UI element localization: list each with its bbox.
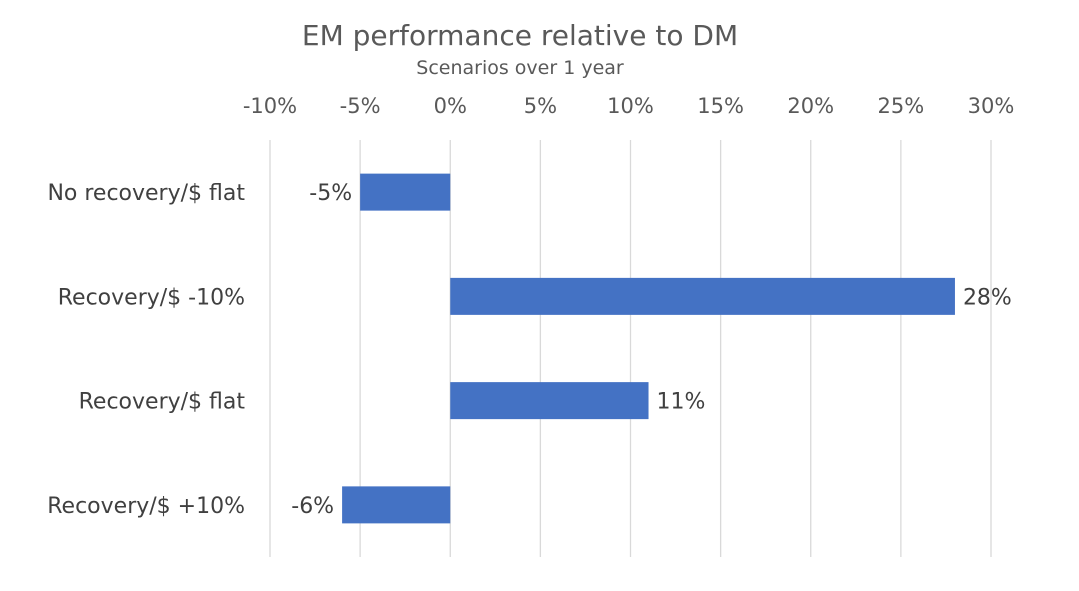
x-axis-ticks: -10% -5% 0% 5% 10% 15% 20% 25% 30%: [243, 94, 1014, 118]
x-tick-label: 0%: [434, 94, 467, 118]
category-label: Recovery/$ -10%: [58, 285, 245, 310]
category-label: No recovery/$ flat: [47, 181, 245, 206]
data-label: -5%: [309, 181, 352, 206]
category-labels: No recovery/$ flat Recovery/$ -10% Recover…: [47, 181, 245, 519]
chart-title: EM performance relative to DM: [302, 19, 738, 52]
category-label: Recovery/$ +10%: [47, 494, 245, 519]
data-labels: -5% 28% 11% -6%: [291, 181, 1012, 519]
bars: [342, 173, 955, 524]
x-tick-label: 20%: [787, 94, 834, 118]
x-tick-label: 30%: [968, 94, 1015, 118]
data-label: 11%: [657, 390, 706, 415]
x-tick-label: 15%: [697, 94, 744, 118]
x-tick-label: 10%: [607, 94, 654, 118]
bar: [450, 382, 649, 420]
bar: [342, 486, 451, 524]
bar: [450, 277, 955, 315]
data-label: 28%: [963, 285, 1012, 310]
x-tick-label: -10%: [243, 94, 297, 118]
bar: [360, 173, 451, 211]
x-tick-label: -5%: [340, 94, 381, 118]
data-label: -6%: [291, 494, 334, 519]
x-tick-label: 25%: [878, 94, 925, 118]
chart-subtitle: Scenarios over 1 year: [416, 57, 624, 79]
category-label: Recovery/$ flat: [79, 390, 246, 415]
x-tick-label: 5%: [524, 94, 557, 118]
